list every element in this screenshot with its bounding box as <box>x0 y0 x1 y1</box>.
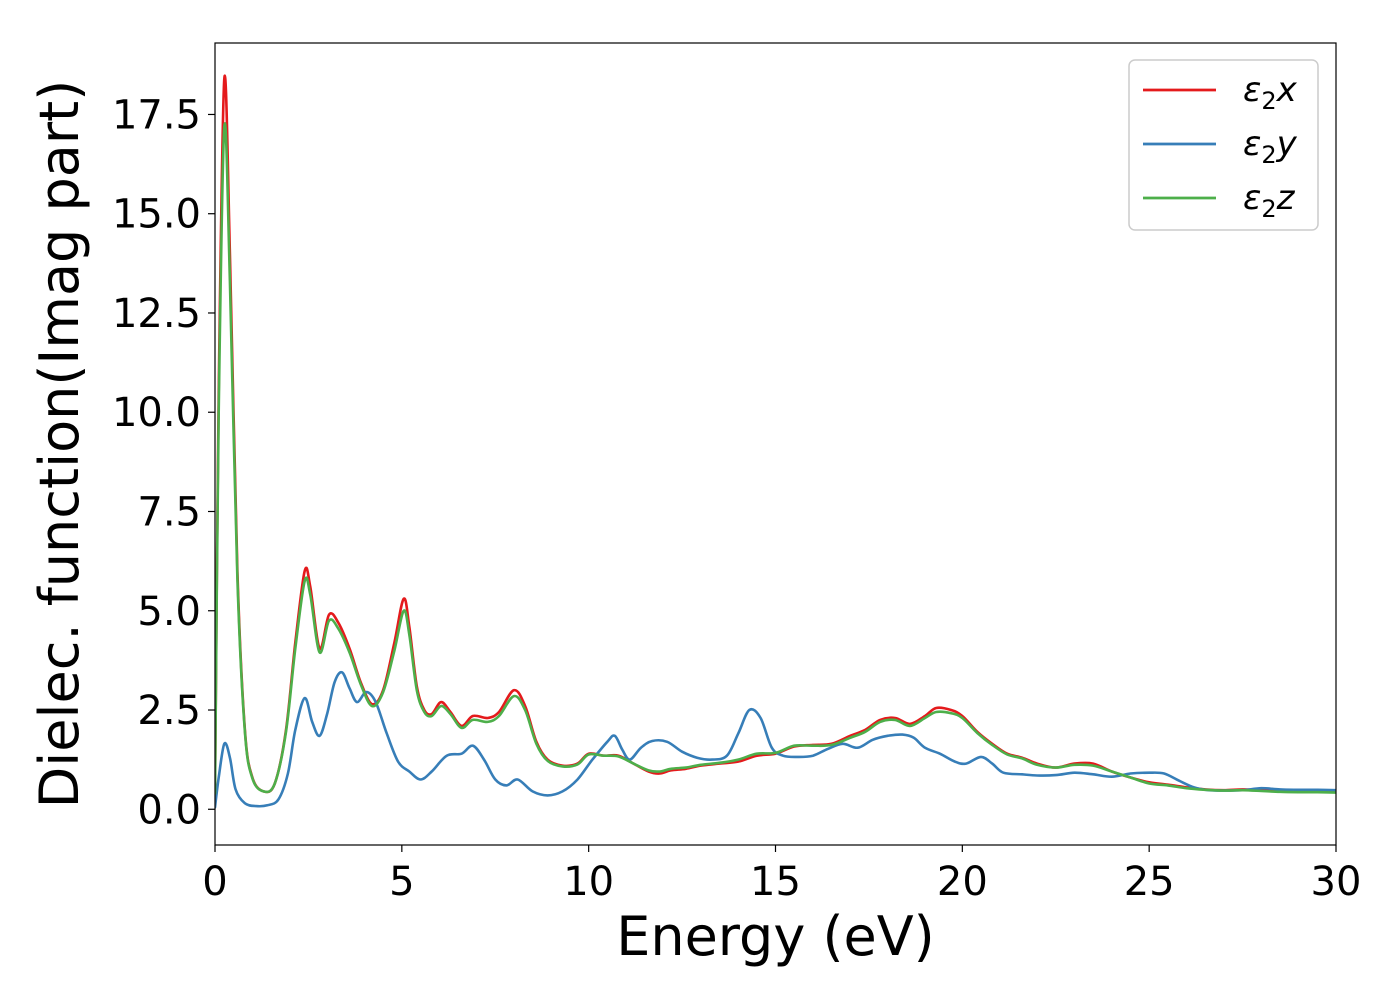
legend-label-y: ε2y <box>1243 124 1298 169</box>
y-tick-label: 2.5 <box>137 688 201 734</box>
y-tick-label: 15.0 <box>112 192 201 238</box>
x-tick-label: 25 <box>1124 859 1175 905</box>
x-tick-label: 20 <box>937 859 988 905</box>
y-axis-title: Dielec. function(Imag part) <box>28 80 91 809</box>
series-line-z <box>215 122 1336 795</box>
y-tick-label: 17.5 <box>112 92 201 138</box>
series-layer <box>215 74 1336 809</box>
x-tick-label: 0 <box>202 859 227 905</box>
y-tick-label: 10.0 <box>112 390 201 436</box>
legend-label-z: ε2z <box>1243 178 1296 223</box>
legend-label-x: ε2x <box>1243 70 1298 115</box>
x-axis-title: Energy (eV) <box>616 905 935 968</box>
series-line-y <box>215 670 1336 809</box>
y-tick-label: 7.5 <box>137 489 201 535</box>
x-tick-label: 10 <box>563 859 614 905</box>
x-tick-label: 30 <box>1311 859 1362 905</box>
x-tick-label: 5 <box>389 859 414 905</box>
y-axis-ticks: 0.0 2.5 5.0 7.5 10.0 12.5 15.0 17.5 <box>112 92 215 833</box>
x-axis-ticks: 0 5 10 15 20 25 30 <box>202 845 1361 905</box>
y-tick-label: 0.0 <box>137 787 201 833</box>
legend-box <box>1128 59 1319 231</box>
legend: ε2x ε2y ε2z <box>1128 59 1319 231</box>
y-tick-label: 12.5 <box>112 291 201 337</box>
y-tick-label: 5.0 <box>137 589 201 635</box>
x-tick-label: 15 <box>750 859 801 905</box>
